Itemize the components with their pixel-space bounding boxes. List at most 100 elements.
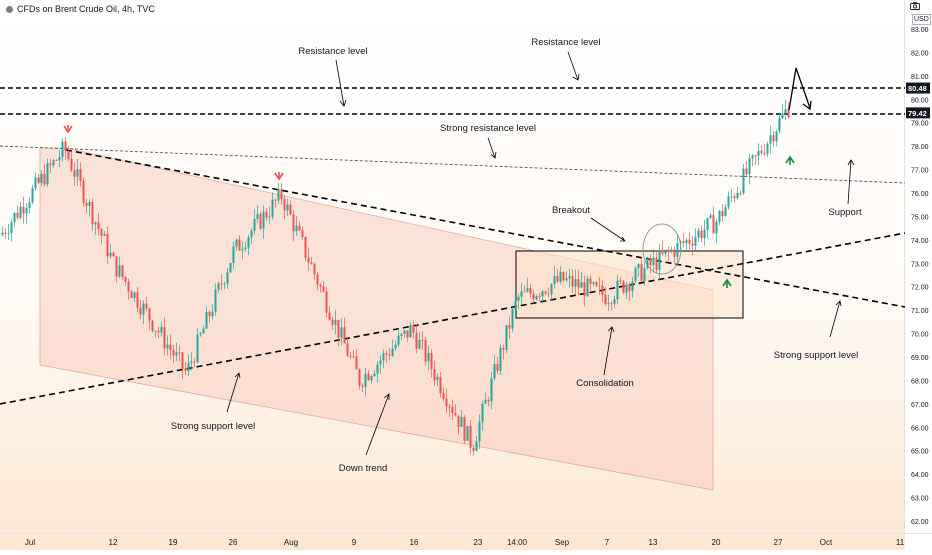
candle-body bbox=[34, 177, 37, 189]
candle-body bbox=[460, 417, 463, 427]
candle-body bbox=[181, 352, 184, 369]
y-tick-label: 82.00 bbox=[911, 50, 929, 57]
annotation-support: Support bbox=[828, 207, 862, 218]
candle-body bbox=[418, 340, 421, 349]
candle-body bbox=[409, 325, 412, 338]
price-axis-background bbox=[905, 0, 932, 550]
candle-body bbox=[421, 340, 424, 341]
candle-body bbox=[289, 204, 292, 215]
candle-body bbox=[535, 295, 538, 300]
candle-body bbox=[358, 369, 361, 386]
candle-body bbox=[697, 230, 700, 238]
candle-body bbox=[112, 252, 115, 257]
candle-body bbox=[331, 319, 334, 326]
candle-body bbox=[292, 214, 295, 232]
candle-body bbox=[355, 356, 358, 370]
candle-body bbox=[139, 307, 142, 315]
candle-body bbox=[310, 262, 313, 265]
candle-body bbox=[592, 282, 595, 284]
candle-body bbox=[619, 280, 622, 282]
camera-icon[interactable] bbox=[910, 2, 920, 10]
candle-body bbox=[16, 212, 19, 218]
candle-body bbox=[262, 211, 265, 229]
candle-body bbox=[193, 361, 196, 363]
candle-body bbox=[742, 168, 745, 194]
candle-body bbox=[196, 334, 199, 363]
candle-body bbox=[538, 295, 541, 297]
candle-body bbox=[646, 258, 649, 269]
y-tick-label: 83.00 bbox=[911, 27, 929, 34]
candle-body bbox=[601, 285, 604, 295]
strong-support-line-ascending bbox=[0, 232, 906, 405]
currency-badge[interactable]: USD bbox=[912, 14, 931, 25]
candle-body bbox=[295, 225, 298, 232]
candle-body bbox=[4, 232, 7, 234]
candle-body bbox=[370, 376, 373, 381]
candle-body bbox=[448, 406, 451, 408]
x-tick-label: 12 bbox=[109, 538, 118, 547]
candle-body bbox=[505, 325, 508, 350]
candle-body bbox=[61, 141, 64, 158]
candle-body bbox=[727, 196, 730, 208]
candle-body bbox=[211, 311, 214, 317]
candle-body bbox=[70, 158, 73, 171]
candle-body bbox=[463, 417, 466, 441]
candle-body bbox=[457, 415, 460, 427]
candle-body bbox=[271, 199, 274, 217]
candle-body bbox=[487, 399, 490, 402]
candle-body bbox=[787, 109, 790, 118]
candle-body bbox=[10, 222, 13, 234]
candle-body bbox=[712, 215, 715, 234]
candle-body bbox=[562, 271, 565, 281]
candle-body bbox=[496, 363, 499, 371]
candle-body bbox=[553, 275, 556, 285]
candle-body bbox=[502, 347, 505, 350]
candle-body bbox=[25, 207, 28, 214]
candle-body bbox=[241, 248, 244, 251]
candle-body bbox=[79, 169, 82, 181]
symbol-header[interactable]: CFDs on Brent Crude Oil, 4h, TVC bbox=[6, 4, 155, 14]
x-tick-label: Jul bbox=[25, 538, 35, 547]
candle-body bbox=[475, 441, 478, 451]
candle-body bbox=[316, 274, 319, 285]
projection-arrowhead bbox=[802, 100, 812, 111]
candle-body bbox=[394, 344, 397, 349]
candle-body bbox=[544, 291, 547, 294]
price-tag-label: 80.48 bbox=[908, 84, 927, 93]
candle-body bbox=[739, 193, 742, 194]
arrow-icon bbox=[226, 372, 241, 413]
candle-body bbox=[97, 222, 100, 230]
x-tick-label: 11 bbox=[896, 538, 905, 547]
candle-body bbox=[595, 282, 598, 286]
candle-body bbox=[190, 361, 193, 363]
candle-body bbox=[64, 141, 67, 151]
candle-body bbox=[751, 155, 754, 159]
candle-body bbox=[580, 282, 583, 288]
y-tick-label: 68.00 bbox=[911, 378, 929, 385]
y-tick-label: 79.00 bbox=[911, 121, 929, 128]
candle-body bbox=[574, 279, 577, 287]
strong-support-line-descending bbox=[65, 149, 906, 308]
sell-signal-arrow-icon bbox=[63, 125, 73, 134]
price-axis[interactable]: 83.00 82.00 81.00 80.00 79.00 78.00 77.00 76.00… bbox=[911, 27, 929, 526]
x-tick-label: 26 bbox=[229, 538, 238, 547]
candle-body bbox=[337, 319, 340, 338]
candle-body bbox=[373, 373, 376, 377]
candle-body bbox=[568, 276, 571, 279]
x-tick-label: 7 bbox=[605, 538, 610, 547]
candle-body bbox=[784, 109, 787, 114]
annotation-resistance-level: Resistance level bbox=[531, 37, 600, 48]
candle-body bbox=[31, 188, 34, 203]
candle-body bbox=[157, 330, 160, 333]
candle-body bbox=[517, 296, 520, 301]
time-axis[interactable]: Jul 12 19 26 Aug 9 16 23 14:00 Sep 7 13 20 27 Oct 11 bbox=[25, 538, 905, 547]
candle-body bbox=[652, 257, 655, 266]
arrow-icon bbox=[365, 393, 390, 456]
candle-body bbox=[430, 352, 433, 370]
candle-body bbox=[766, 143, 769, 154]
arrow-icon bbox=[847, 159, 855, 205]
candle-body bbox=[142, 303, 145, 315]
candle-body bbox=[220, 283, 223, 285]
candle-body bbox=[700, 230, 703, 239]
